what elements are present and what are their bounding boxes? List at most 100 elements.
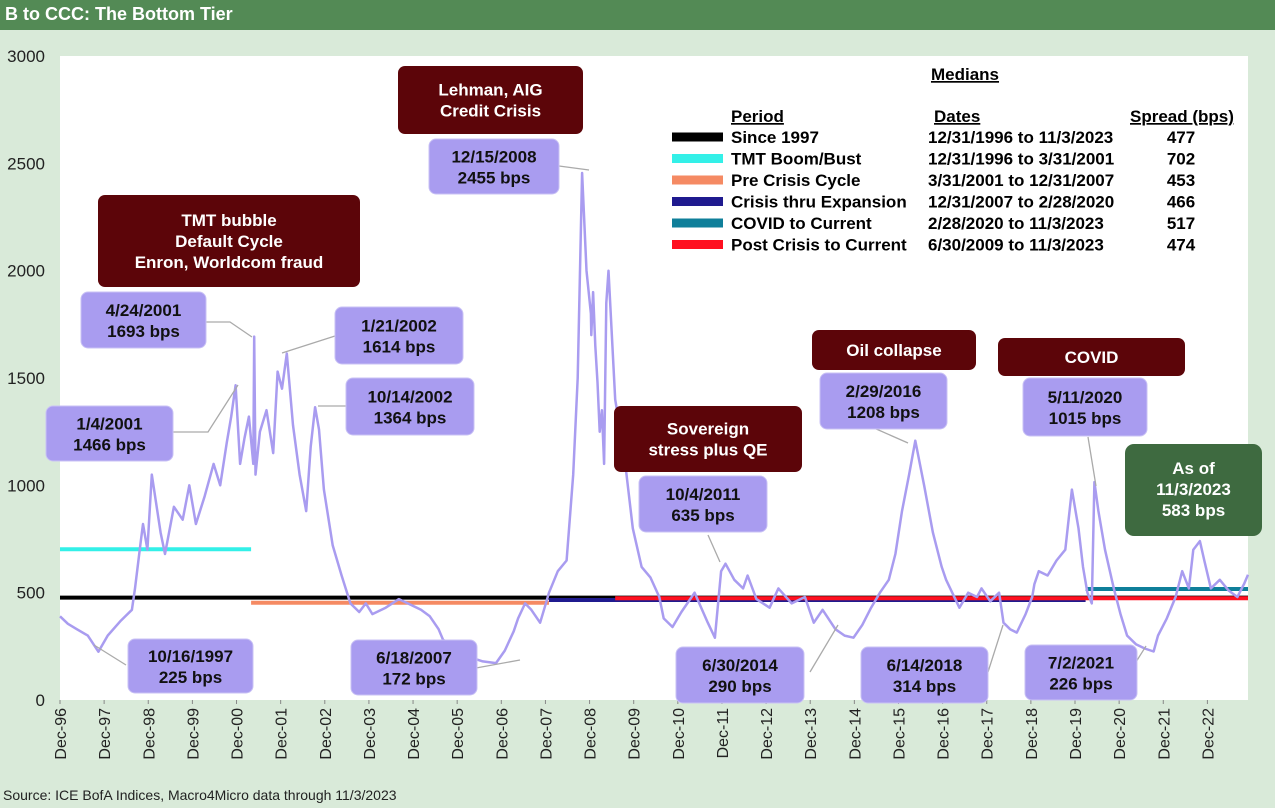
legend-period: Pre Crisis Cycle <box>731 171 860 190</box>
callout-value: 1466 bps <box>73 436 146 455</box>
legend-period: Post Crisis to Current <box>731 236 907 255</box>
x-tick-label: Dec-06 <box>494 708 511 760</box>
legend-dates: 6/30/2009 to 11/3/2023 <box>928 236 1104 255</box>
legend-period: TMT Boom/Bust <box>731 150 862 169</box>
event-box <box>614 406 802 472</box>
legend-spread: 477 <box>1167 128 1195 147</box>
legend-spread: 702 <box>1167 150 1195 169</box>
x-axis: Dec-96 Dec-97 Dec-98 Dec-99 Dec-00 Dec-01 Dec-… <box>53 700 1217 760</box>
source-note: Source: ICE BofA Indices, Macro4Micro da… <box>3 787 397 803</box>
callout-value: 2455 bps <box>458 169 531 188</box>
callout-leader <box>475 659 521 669</box>
callout-value: 1015 bps <box>1049 409 1122 428</box>
legend-period: Crisis thru Expansion <box>731 193 907 212</box>
callout-box <box>819 372 948 430</box>
callout-date: 5/11/2020 <box>1048 388 1123 407</box>
x-tick-label: Dec-98 <box>141 708 158 760</box>
event-label: stress plus QE <box>648 441 767 460</box>
legend-dates: 12/31/1996 to 3/31/2001 <box>928 150 1114 169</box>
x-tick-label: Dec-19 <box>1068 708 1085 760</box>
callout-leader <box>987 624 1004 673</box>
callout-date: 12/15/2008 <box>451 148 536 167</box>
legend-dates: 12/31/2007 to 2/28/2020 <box>928 193 1114 212</box>
callout-box <box>127 638 254 694</box>
callout-box <box>345 377 475 436</box>
callout-value: 226 bps <box>1049 675 1112 694</box>
legend-spread: 517 <box>1167 214 1195 233</box>
y-tick-label: 1500 <box>7 369 45 388</box>
callout-value: 1208 bps <box>847 403 920 422</box>
legend-period: Since 1997 <box>731 128 819 147</box>
callout-date: 10/4/2011 <box>666 485 741 504</box>
callout-value: 635 bps <box>671 506 734 525</box>
legend-spread: 466 <box>1167 193 1195 212</box>
spread-series-line <box>59 171 1250 665</box>
callout-date: 6/14/2018 <box>887 656 963 675</box>
x-tick-label: Dec-99 <box>185 708 202 760</box>
x-tick-label: Dec-13 <box>803 708 820 760</box>
callout-date: 7/2/2021 <box>1048 654 1114 673</box>
legend-dates: 3/31/2001 to 12/31/2007 <box>928 171 1114 190</box>
x-tick-label: Dec-12 <box>759 708 776 760</box>
callout-box <box>334 306 464 365</box>
legend-spread: 453 <box>1167 171 1195 190</box>
event-label: Credit Crisis <box>440 102 541 121</box>
x-tick-label: Dec-07 <box>538 708 555 760</box>
event-label: Lehman, AIG <box>438 81 542 100</box>
callout-date: 4/24/2001 <box>106 301 182 320</box>
x-tick-label: Dec-03 <box>362 708 379 760</box>
event-label: Default Cycle <box>175 232 283 251</box>
callout-box <box>1022 377 1148 437</box>
callout-leader <box>558 165 590 171</box>
legend-spread: 474 <box>1167 236 1196 255</box>
current-value-label: 11/3/2023 <box>1156 480 1231 499</box>
callout-leader <box>809 624 839 673</box>
legend-heading: Medians <box>931 65 999 84</box>
x-tick-label: Dec-05 <box>450 708 467 760</box>
legend-col-dates: Dates <box>934 107 980 126</box>
callout-leader <box>281 335 336 354</box>
event-box <box>98 195 360 287</box>
callout-value: 1693 bps <box>107 322 180 341</box>
title-bar: B to CCC: The Bottom Tier <box>0 0 1275 30</box>
median-lines <box>60 547 1248 605</box>
callout-value: 1364 bps <box>374 409 447 428</box>
callout-leader <box>707 534 721 563</box>
series-layer <box>59 171 1250 665</box>
callout-box <box>675 646 805 704</box>
x-tick-label: Dec-10 <box>671 708 688 760</box>
x-tick-label: Dec-97 <box>97 708 114 760</box>
medians-legend: Medians Period Dates Spread (bps) Since 1997… <box>662 56 1248 266</box>
legend-background <box>662 56 1248 266</box>
callout-box <box>45 405 174 462</box>
callout-leader <box>206 321 253 338</box>
y-tick-label: 1000 <box>7 476 45 495</box>
x-tick-label: Dec-16 <box>936 708 953 760</box>
event-label: TMT bubble <box>181 211 276 230</box>
x-tick-label: Dec-09 <box>627 708 644 760</box>
current-value-label: 583 bps <box>1162 501 1225 520</box>
callout-box <box>1024 644 1138 701</box>
callout-box <box>860 646 989 704</box>
y-axis: 0 500 1000 1500 2000 2500 3000 <box>7 47 45 710</box>
x-tick-label: Dec-22 <box>1200 708 1217 760</box>
x-tick-label: Dec-04 <box>406 708 423 760</box>
x-tick-label: Dec-15 <box>891 708 908 760</box>
callout-date: 2/29/2016 <box>846 382 922 401</box>
y-tick-label: 2500 <box>7 154 45 173</box>
y-tick-label: 500 <box>17 584 45 603</box>
x-tick-label: Dec-02 <box>318 708 335 760</box>
x-tick-label: Dec-21 <box>1156 708 1173 760</box>
callout-date: 1/4/2001 <box>76 415 142 434</box>
legend-col-spread: Spread (bps) <box>1130 107 1234 126</box>
x-tick-label: Dec-00 <box>230 708 247 760</box>
event-label: Enron, Worldcom fraud <box>135 253 324 272</box>
callout-box <box>638 475 768 533</box>
x-tick-label: Dec-20 <box>1112 708 1129 760</box>
event-box <box>998 338 1185 376</box>
callout-date: 6/18/2007 <box>376 649 452 668</box>
x-tick-label: Dec-08 <box>583 708 600 760</box>
event-box <box>812 330 976 370</box>
legend-col-period: Period <box>731 107 784 126</box>
